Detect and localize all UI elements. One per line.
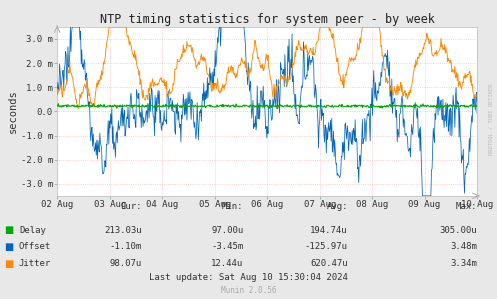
Text: ■: ■ — [4, 242, 13, 252]
Text: Munin 2.0.56: Munin 2.0.56 — [221, 286, 276, 295]
Text: Jitter: Jitter — [19, 259, 51, 268]
Text: 97.00u: 97.00u — [211, 226, 244, 235]
Text: -3.45m: -3.45m — [211, 242, 244, 251]
Text: Delay: Delay — [19, 226, 46, 235]
Text: 620.47u: 620.47u — [310, 259, 348, 268]
Text: 213.03u: 213.03u — [104, 226, 142, 235]
Title: NTP timing statistics for system peer - by week: NTP timing statistics for system peer - … — [100, 13, 434, 26]
Text: ■: ■ — [4, 259, 13, 269]
Text: Max:: Max: — [456, 202, 477, 211]
Text: RRDTOOL / TOBI OETIKER: RRDTOOL / TOBI OETIKER — [488, 84, 493, 155]
Text: -125.97u: -125.97u — [305, 242, 348, 251]
Text: -1.10m: -1.10m — [109, 242, 142, 251]
Text: 194.74u: 194.74u — [310, 226, 348, 235]
Text: Offset: Offset — [19, 242, 51, 251]
Text: Cur:: Cur: — [120, 202, 142, 211]
Text: 98.07u: 98.07u — [109, 259, 142, 268]
Text: 3.34m: 3.34m — [450, 259, 477, 268]
Text: Min:: Min: — [222, 202, 244, 211]
Text: Last update: Sat Aug 10 15:30:04 2024: Last update: Sat Aug 10 15:30:04 2024 — [149, 273, 348, 282]
Text: 3.48m: 3.48m — [450, 242, 477, 251]
Text: ■: ■ — [4, 225, 13, 235]
Text: Avg:: Avg: — [327, 202, 348, 211]
Text: 12.44u: 12.44u — [211, 259, 244, 268]
Y-axis label: seconds: seconds — [8, 89, 18, 133]
Text: 305.00u: 305.00u — [439, 226, 477, 235]
